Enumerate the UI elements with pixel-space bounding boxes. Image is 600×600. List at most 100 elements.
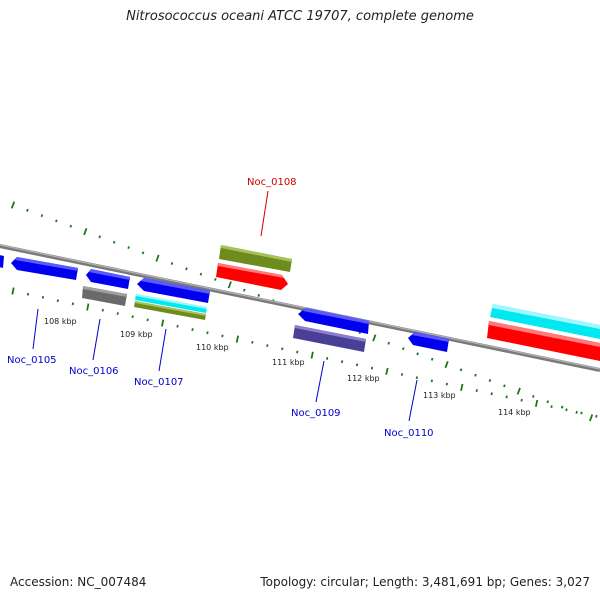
gene-feature-noc0104[interactable] xyxy=(0,254,4,268)
tick-label-112: 112 kbp xyxy=(347,374,380,383)
tick-mark xyxy=(475,389,478,392)
map-title: Nitrosococcus oceani ATCC 19707, complet… xyxy=(126,9,474,24)
gene-feature-noc0109-purple xyxy=(293,325,366,352)
tick-mark xyxy=(116,312,119,315)
tick-mark xyxy=(266,344,269,348)
tick-mark xyxy=(488,378,492,383)
tick-mark xyxy=(560,405,564,409)
tick-mark xyxy=(340,360,344,364)
tick-mark xyxy=(185,267,188,271)
tick-mark xyxy=(214,277,217,281)
gene-feature-noc0111-cyan[interactable] xyxy=(490,304,600,340)
tick-mark xyxy=(26,208,29,212)
leader-line-noc0105 xyxy=(32,308,39,350)
tick-mark xyxy=(235,335,239,343)
tick-mark xyxy=(83,227,88,236)
tick-mark xyxy=(575,410,578,414)
gene-label-noc0106[interactable]: Noc_0106 xyxy=(69,366,119,377)
tick-mark xyxy=(155,254,160,262)
tick-mark xyxy=(26,292,30,296)
tick-mark xyxy=(534,399,539,407)
tick-mark xyxy=(242,288,246,292)
tick-mark xyxy=(372,334,377,342)
gene-feature-noc0107[interactable] xyxy=(137,278,210,303)
tick-mark xyxy=(532,395,535,398)
gene-label-noc0107[interactable]: Noc_0107 xyxy=(134,377,184,388)
tick-mark xyxy=(415,376,419,380)
gene-feature-noc0106-rna xyxy=(82,286,127,306)
tick-mark xyxy=(550,405,553,408)
gene-feature-noc0109[interactable] xyxy=(298,308,369,334)
gene-feature-noc0108-olive[interactable] xyxy=(219,245,292,272)
tick-mark xyxy=(387,341,391,345)
gene-feature-noc0107-olive xyxy=(134,301,206,320)
gene-feature-noc0110[interactable] xyxy=(408,332,449,352)
leader-line-noc0110 xyxy=(408,379,418,422)
tick-mark xyxy=(505,395,508,399)
gene-label-noc0109[interactable]: Noc_0109 xyxy=(291,408,341,419)
tick-mark xyxy=(546,400,550,404)
tick-mark xyxy=(199,272,203,276)
tick-mark xyxy=(146,318,149,322)
tick-mark xyxy=(401,347,405,351)
tick-mark xyxy=(227,281,232,289)
tick-mark xyxy=(69,224,73,228)
tick-mark xyxy=(161,319,165,327)
tick-label-111: 111 kbp xyxy=(272,358,305,367)
tick-mark xyxy=(459,368,463,372)
tick-mark xyxy=(460,383,464,391)
gene-feature-noc0111[interactable] xyxy=(487,321,600,362)
tick-mark xyxy=(10,201,16,209)
tick-mark xyxy=(127,246,130,250)
tick-mark xyxy=(520,398,523,402)
gene-label-noc0105[interactable]: Noc_0105 xyxy=(7,355,57,366)
tick-mark xyxy=(251,341,254,344)
leader-line-noc0107 xyxy=(158,328,167,372)
tick-mark xyxy=(565,408,568,412)
tick-mark xyxy=(257,293,260,297)
tick-mark xyxy=(71,302,74,306)
tick-mark xyxy=(281,347,284,351)
tick-mark xyxy=(296,350,299,354)
tick-mark xyxy=(490,392,493,396)
leader-line-noc0109 xyxy=(315,360,325,403)
tick-mark xyxy=(56,299,59,303)
tick-mark xyxy=(516,387,521,395)
leader-line-noc0108 xyxy=(260,190,269,237)
tick-mark xyxy=(86,303,90,311)
tick-mark xyxy=(55,219,58,223)
genome-backbone-highlight xyxy=(0,244,600,370)
tick-mark xyxy=(474,373,477,377)
tick-mark xyxy=(370,366,374,370)
tick-mark xyxy=(131,315,134,319)
tick-mark xyxy=(416,352,419,356)
tick-mark xyxy=(101,308,104,312)
tick-mark xyxy=(595,414,598,418)
tick-mark xyxy=(141,251,145,255)
tick-mark xyxy=(430,379,433,383)
leader-line-noc0106 xyxy=(92,318,101,361)
tick-label-113: 113 kbp xyxy=(423,391,456,400)
inner-tick-ring xyxy=(11,287,598,418)
gene-label-noc0110[interactable]: Noc_0110 xyxy=(384,428,434,439)
tick-mark xyxy=(445,382,448,386)
accession-label: Accession: NC_007484 xyxy=(10,575,147,589)
tick-mark xyxy=(206,331,209,335)
tick-label-108: 108 kbp xyxy=(44,317,77,326)
tick-mark xyxy=(112,240,116,244)
tick-mark xyxy=(98,235,101,239)
tick-mark xyxy=(11,287,15,295)
tick-mark xyxy=(589,414,594,422)
gene-feature-noc0108[interactable] xyxy=(216,263,288,290)
gene-feature-noc0106[interactable] xyxy=(86,269,130,289)
tick-label-114: 114 kbp xyxy=(498,408,531,417)
tick-mark xyxy=(385,367,389,375)
tick-mark xyxy=(41,296,45,299)
gene-feature-noc0105[interactable] xyxy=(11,257,78,280)
gene-label-noc0108[interactable]: Noc_0108 xyxy=(247,177,297,188)
genome-backbone xyxy=(0,243,600,372)
tick-mark xyxy=(40,214,44,218)
tick-mark xyxy=(580,411,583,415)
